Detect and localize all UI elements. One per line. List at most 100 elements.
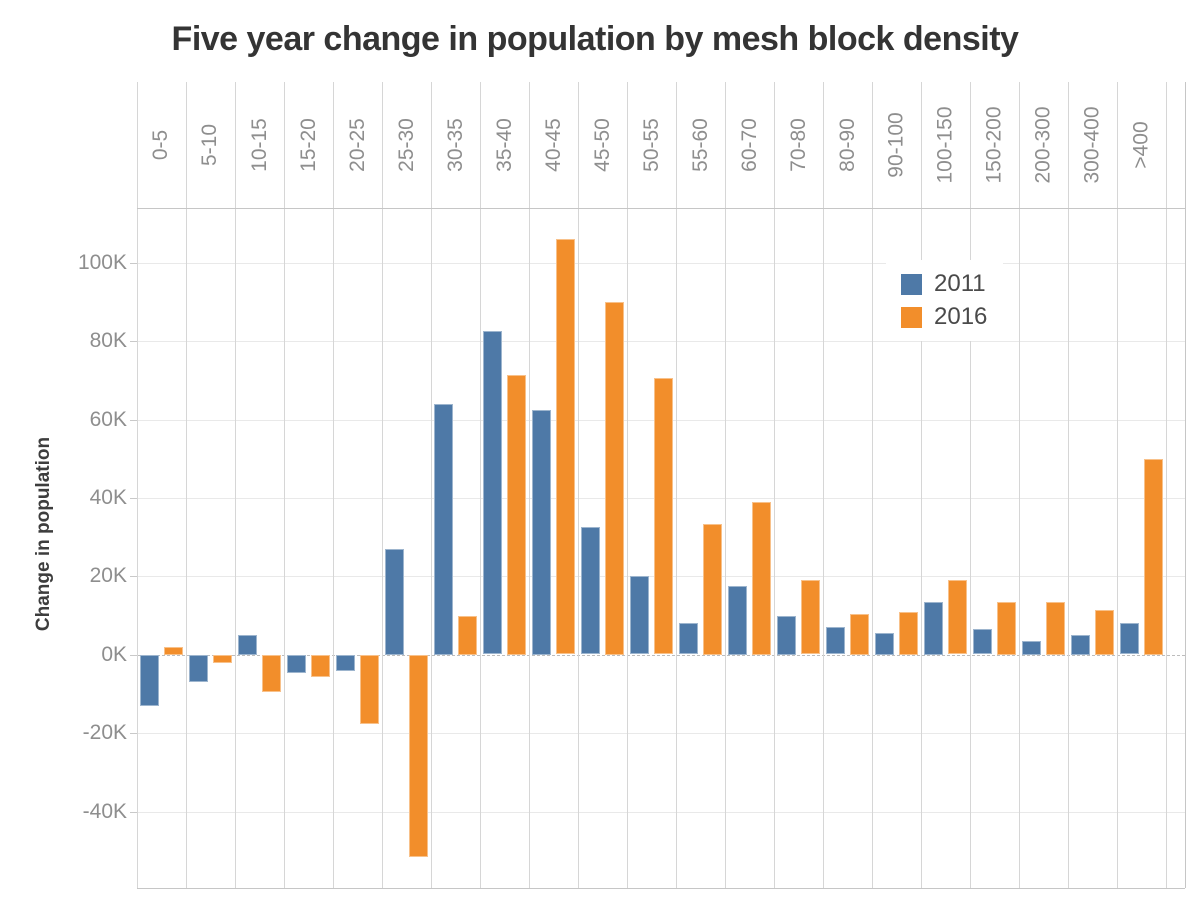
y-tick-label-60K: 60K [89, 408, 127, 431]
bar-2016-10-15[interactable] [262, 655, 281, 692]
column-separator [137, 82, 138, 888]
category-label-text: 60-70 [737, 118, 761, 172]
category-label-text: 55-60 [688, 118, 712, 172]
bar-2016-55-60[interactable] [703, 524, 722, 655]
bar-2016-150-200[interactable] [997, 602, 1016, 655]
bar-2016-40-45[interactable] [556, 239, 575, 654]
bar-2011-200-300[interactable] [1022, 641, 1041, 655]
bar-2011-45-50[interactable] [581, 527, 600, 654]
category-label-150-200: 150-200 [970, 82, 1019, 208]
legend: 2011 2016 [886, 260, 1004, 341]
column-separator [1166, 82, 1167, 888]
bar-2011-5-10[interactable] [189, 655, 208, 682]
bar-2016-80-90[interactable] [850, 614, 869, 655]
bar-2011-0-5[interactable] [140, 655, 159, 706]
y-tick-mark-20K [130, 576, 137, 577]
category-label-text: 45-50 [590, 118, 614, 172]
legend-swatch-2016 [901, 306, 922, 328]
column-separator [725, 82, 726, 888]
bar-2016-45-50[interactable] [605, 302, 624, 655]
y-tick-label-40K: 40K [89, 486, 127, 509]
column-separator [627, 82, 628, 888]
bar-2011-55-60[interactable] [679, 623, 698, 654]
y-tick-mark-60K [130, 420, 137, 421]
category-label-25-30: 25-30 [382, 82, 431, 208]
category-label->400: >400 [1117, 82, 1166, 208]
category-label-text: 5-10 [198, 123, 222, 167]
bar-2016-0-5[interactable] [164, 647, 183, 655]
category-label-70-80: 70-80 [774, 82, 823, 208]
y-tick-mark--40K [130, 812, 137, 813]
category-label-30-35: 30-35 [431, 82, 480, 208]
bar-2016-200-300[interactable] [1046, 602, 1065, 655]
category-label-45-50: 45-50 [578, 82, 627, 208]
column-separator [970, 82, 971, 888]
column-separator [284, 82, 285, 888]
column-separator [1117, 82, 1118, 888]
gridline--20K [137, 733, 1185, 734]
column-separator [1068, 82, 1069, 888]
bar-2011-20-25[interactable] [336, 655, 355, 671]
bar-2016-300-400[interactable] [1095, 610, 1114, 655]
category-label-80-90: 80-90 [823, 82, 872, 208]
column-separator [480, 82, 481, 888]
y-tick-label-0K: 0K [101, 643, 127, 666]
column-separator [872, 82, 873, 888]
bar-2016-70-80[interactable] [801, 580, 820, 654]
bar-2011-70-80[interactable] [777, 616, 796, 655]
bar-2016->400[interactable] [1144, 459, 1163, 655]
bar-2011-10-15[interactable] [238, 635, 257, 655]
legend-item-2011[interactable]: 2011 [901, 272, 987, 296]
y-tick-mark--20K [130, 733, 137, 734]
category-label-text: 80-90 [835, 118, 859, 172]
bar-2011-50-55[interactable] [630, 576, 649, 654]
bar-2016-25-30[interactable] [409, 655, 428, 857]
legend-swatch-2011 [901, 273, 922, 295]
bar-2016-60-70[interactable] [752, 502, 771, 655]
legend-label-2011: 2011 [934, 270, 986, 297]
bar-2016-100-150[interactable] [948, 580, 967, 654]
category-label-15-20: 15-20 [284, 82, 333, 208]
bar-2011->400[interactable] [1120, 623, 1139, 654]
bar-2016-30-35[interactable] [458, 616, 477, 655]
column-separator [823, 82, 824, 888]
column-separator [1019, 82, 1020, 888]
y-tick-label-100K: 100K [77, 251, 127, 274]
bar-2011-30-35[interactable] [434, 404, 453, 655]
bar-2011-300-400[interactable] [1071, 635, 1090, 655]
plot-bottom-border [137, 888, 1185, 889]
bar-2016-20-25[interactable] [360, 655, 379, 724]
bar-2016-90-100[interactable] [899, 612, 918, 655]
y-tick-label--20K: -20K [82, 721, 127, 744]
category-label-200-300: 200-300 [1019, 82, 1068, 208]
y-tick-label-20K: 20K [89, 564, 127, 587]
category-label-text: 50-55 [639, 118, 663, 172]
bar-2011-80-90[interactable] [826, 627, 845, 654]
column-separator [774, 82, 775, 888]
bar-2016-50-55[interactable] [654, 378, 673, 654]
bar-2011-40-45[interactable] [532, 410, 551, 655]
y-tick-mark-40K [130, 498, 137, 499]
bar-2011-60-70[interactable] [728, 586, 747, 655]
legend-item-2016[interactable]: 2016 [901, 305, 987, 329]
category-label-300-400: 300-400 [1068, 82, 1117, 208]
category-label-text: >400 [1129, 121, 1153, 169]
bar-2011-15-20[interactable] [287, 655, 306, 673]
category-label-text: 30-35 [443, 118, 467, 172]
bar-2011-25-30[interactable] [385, 549, 404, 655]
bar-2011-90-100[interactable] [875, 633, 894, 655]
y-tick-label-80K: 80K [89, 329, 127, 352]
bar-2016-35-40[interactable] [507, 375, 526, 655]
zero-line [137, 655, 1185, 656]
bar-2011-150-200[interactable] [973, 629, 992, 654]
legend-label-2016: 2016 [934, 303, 988, 330]
bar-2016-15-20[interactable] [311, 655, 330, 677]
bar-2011-100-150[interactable] [924, 602, 943, 655]
column-separator [186, 82, 187, 888]
plot-right-border [1185, 82, 1186, 888]
category-label-text: 150-200 [982, 106, 1006, 184]
y-tick-mark-80K [130, 341, 137, 342]
bar-2011-35-40[interactable] [483, 331, 502, 654]
bar-2016-5-10[interactable] [213, 655, 232, 663]
